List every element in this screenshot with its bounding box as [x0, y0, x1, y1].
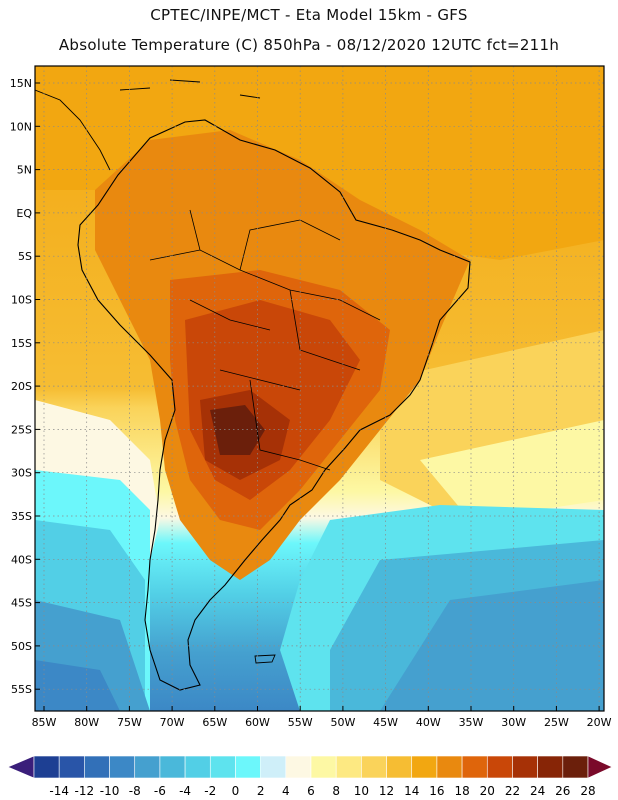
colorbar-label: 12	[379, 784, 394, 798]
lat-label: 20S	[11, 380, 32, 393]
latitude-labels: 15N 10N 5N EQ 5S 10S 15S 20S 25S 30S 35S 40S 45S 50S 5…	[10, 77, 33, 696]
lat-label: 5N	[17, 164, 32, 177]
field-band-18	[35, 66, 604, 260]
colorbar-label: -4	[179, 784, 191, 798]
colorbar-label: -10	[100, 784, 120, 798]
colorbar-label: -8	[129, 784, 141, 798]
lon-label: 20W	[587, 716, 612, 729]
lon-label: 75W	[117, 716, 142, 729]
lon-label: 35W	[459, 716, 484, 729]
colorbar-swatch	[562, 755, 589, 779]
lon-label: 30W	[501, 716, 526, 729]
colorbar-swatch	[84, 755, 110, 779]
colorbar-swatch	[134, 755, 161, 779]
field-band-minus6	[35, 660, 120, 711]
colorbar	[7, 755, 613, 779]
south-america-outline	[77, 119, 471, 691]
colorbar-label: 20	[480, 784, 495, 798]
colorbar-swatch	[184, 755, 211, 779]
colorbar-label: 28	[580, 784, 595, 798]
colorbar-swatch	[58, 755, 85, 779]
lat-label: 25S	[11, 423, 32, 436]
colorbar-swatch	[537, 755, 564, 779]
lon-label: 60W	[245, 716, 270, 729]
lon-label: 55W	[288, 716, 313, 729]
lon-label: 45W	[373, 716, 398, 729]
lat-label: 15S	[11, 337, 32, 350]
lat-label: 30S	[11, 467, 32, 480]
lon-label: 40W	[416, 716, 441, 729]
colorbar-label: 6	[307, 784, 315, 798]
lon-label: 65W	[202, 716, 227, 729]
lat-label: 10S	[11, 294, 32, 307]
colorbar-swatch	[411, 755, 438, 779]
lat-label: EQ	[16, 207, 32, 220]
colorbar-label: 0	[232, 784, 240, 798]
map-frame	[34, 65, 605, 712]
colorbar-label: -12	[75, 784, 95, 798]
lat-label: 40S	[11, 553, 32, 566]
longitude-labels: 85W 80W 75W 70W 65W 60W 55W 50W 45W 40W 35W 30W 25W 2…	[32, 716, 612, 729]
lon-label: 70W	[160, 716, 185, 729]
colorbar-swatch	[486, 755, 513, 779]
colorbar-over-arrow	[587, 755, 613, 779]
field-band-minus4	[380, 580, 604, 711]
colorbar-label: 26	[555, 784, 570, 798]
lat-label: 10N	[10, 120, 32, 133]
colorbar-swatch	[235, 755, 261, 779]
lon-label: 25W	[544, 716, 569, 729]
colorbar-swatch	[260, 755, 287, 779]
colorbar-swatch	[361, 755, 387, 779]
colorbar-under-arrow	[7, 755, 35, 779]
colorbar-label: 16	[429, 784, 444, 798]
colorbar-label: 8	[332, 784, 340, 798]
lat-label: 50S	[11, 640, 32, 653]
colorbar-swatch	[159, 755, 186, 779]
colorbar-label: 22	[505, 784, 520, 798]
colorbar-swatch	[335, 755, 362, 779]
temperature-field	[35, 66, 604, 711]
chart-title-line1: CPTEC/INPE/MCT - Eta Model 15km - GFS	[150, 6, 468, 24]
colorbar-swatch	[209, 755, 236, 779]
colorbar-label: 18	[454, 784, 469, 798]
colorbar-swatch	[33, 755, 60, 779]
grid-lines	[35, 66, 604, 711]
colorbar-label: 14	[404, 784, 419, 798]
colorbar-label: -2	[204, 784, 216, 798]
colorbar-swatch	[386, 755, 413, 779]
colorbar-label: 4	[282, 784, 290, 798]
chart-title-line2: Absolute Temperature (C) 850hPa - 08/12/…	[58, 36, 560, 54]
colorbar-label: 24	[530, 784, 545, 798]
falklands-outline	[254, 654, 276, 664]
central-america-outline	[35, 79, 261, 171]
lat-label: 55S	[11, 683, 32, 696]
lat-label: 35S	[11, 510, 32, 523]
colorbar-label: -6	[154, 784, 166, 798]
colorbar-swatch	[109, 755, 136, 779]
country-borders	[149, 209, 381, 471]
colorbar-swatch	[512, 755, 538, 779]
lon-label: 80W	[74, 716, 99, 729]
colorbar-label: 10	[354, 784, 369, 798]
colorbar-label: 2	[257, 784, 265, 798]
field-band-28	[210, 405, 265, 455]
field-band-10	[420, 420, 604, 520]
colorbar-swatch	[436, 755, 463, 779]
colorbar-swatch	[461, 755, 488, 779]
lon-label: 50W	[330, 716, 355, 729]
colorbar-labels: -14 -12 -10 -8 -6 -4 -2 0 2 4 6 8 10 12 14 16 18 20 22 24 26…	[49, 784, 595, 798]
lat-label: 45S	[11, 597, 32, 610]
lat-label: 5S	[18, 250, 32, 263]
lon-label: 85W	[32, 716, 57, 729]
colorbar-label: -14	[49, 784, 69, 798]
lat-label: 15N	[10, 77, 32, 90]
colorbar-swatch	[310, 755, 337, 779]
colorbar-swatch	[285, 755, 312, 779]
